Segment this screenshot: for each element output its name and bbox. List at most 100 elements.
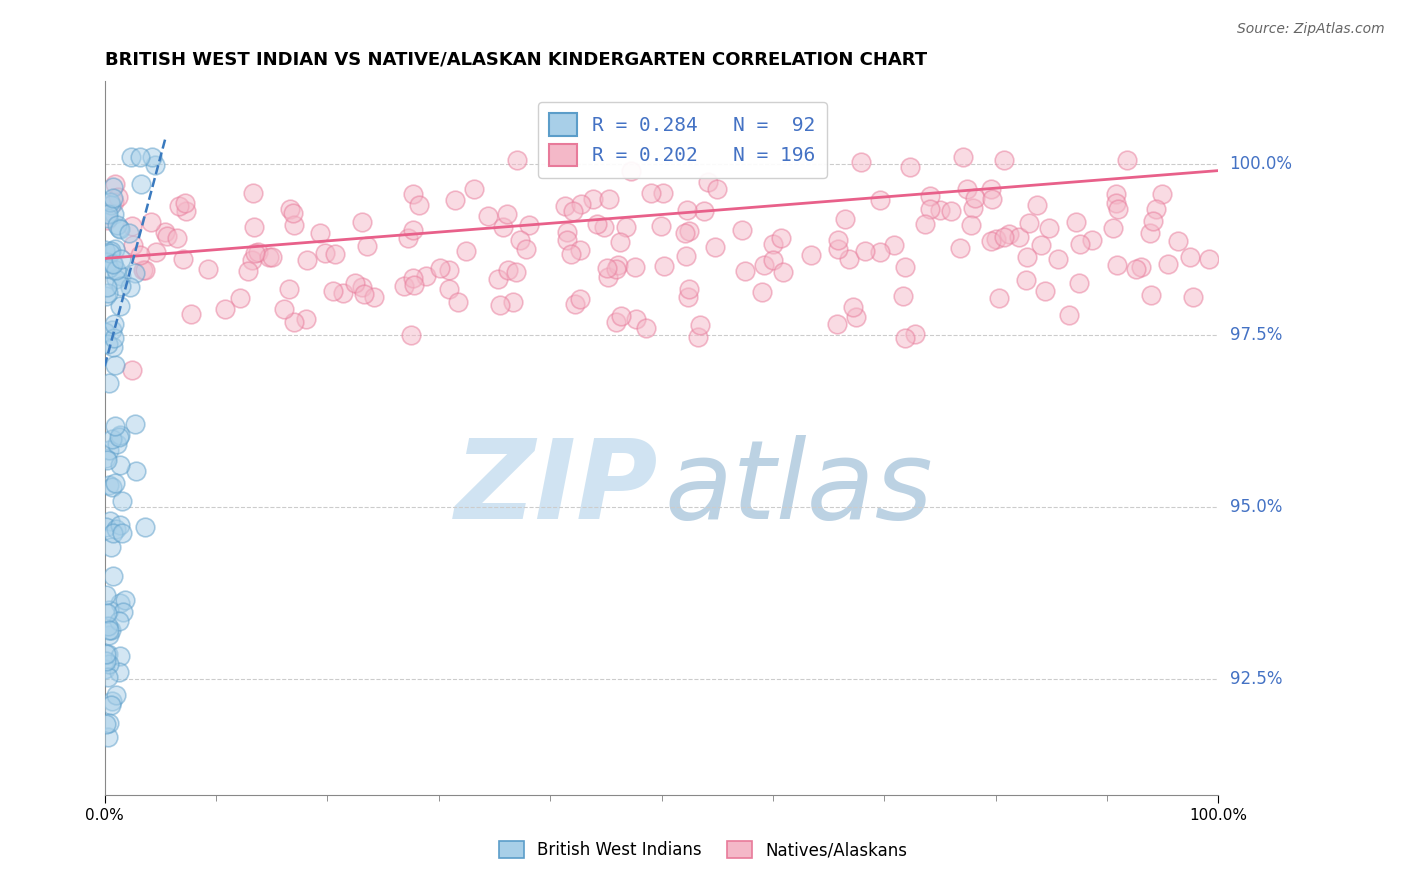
Point [153, 225, 176, 239]
Point [678, 282, 700, 296]
Point [652, 259, 675, 273]
Point [96, 453, 118, 467]
Point [105, 437, 128, 451]
Point [1125, 262, 1147, 277]
Text: 95.0%: 95.0% [1230, 498, 1282, 516]
Point [105, 522, 128, 536]
Point [139, 215, 162, 229]
Point [96, 255, 118, 269]
Point [825, 317, 848, 331]
Point [392, 278, 415, 293]
Point [141, 150, 163, 164]
Point [108, 428, 131, 442]
Point [634, 321, 657, 335]
Point [437, 282, 460, 296]
Point [103, 191, 125, 205]
Point [1031, 237, 1053, 252]
Point [180, 307, 202, 321]
Point [350, 215, 373, 229]
Point [443, 193, 465, 207]
Point [956, 181, 979, 195]
Point [111, 493, 134, 508]
Point [166, 231, 188, 245]
Legend: R = 0.284   N =  92, R = 0.202   N = 196: R = 0.284 N = 92, R = 0.202 N = 196 [537, 102, 827, 178]
Point [1178, 250, 1201, 264]
Point [104, 242, 127, 256]
Point [143, 158, 166, 172]
Point [110, 268, 132, 283]
Point [332, 285, 354, 300]
Point [980, 192, 1002, 206]
Point [246, 245, 269, 260]
Point [108, 222, 131, 236]
Point [97, 478, 120, 492]
Point [564, 296, 586, 310]
Point [97, 337, 120, 351]
Point [100, 432, 122, 446]
Legend: British West Indians, Natives/Alaskans: British West Indians, Natives/Alaskans [492, 834, 914, 866]
Point [100, 244, 122, 258]
Point [112, 605, 135, 619]
Point [281, 206, 304, 220]
Point [259, 250, 281, 264]
Point [894, 260, 917, 274]
Point [605, 261, 627, 276]
Point [363, 290, 385, 304]
Point [673, 226, 696, 240]
Point [568, 293, 591, 307]
Point [582, 192, 605, 206]
Point [706, 182, 728, 196]
Point [229, 291, 252, 305]
Point [929, 202, 952, 217]
Point [94, 325, 117, 339]
Text: Source: ZipAtlas.com: Source: ZipAtlas.com [1237, 22, 1385, 37]
Point [104, 475, 127, 490]
Point [1181, 290, 1204, 304]
Point [110, 279, 132, 293]
Point [308, 226, 330, 240]
Point [834, 211, 856, 226]
Point [1139, 226, 1161, 240]
Point [107, 220, 129, 235]
Point [98, 443, 121, 458]
Point [754, 258, 776, 272]
Point [980, 234, 1002, 248]
Point [620, 164, 643, 178]
Point [676, 290, 699, 304]
Point [94, 243, 117, 257]
Point [97, 207, 120, 221]
Point [869, 193, 891, 207]
Point [959, 218, 981, 232]
Point [1142, 213, 1164, 227]
Point [1047, 252, 1070, 266]
Point [914, 218, 936, 232]
Text: atlas: atlas [665, 434, 934, 541]
Point [704, 240, 727, 254]
Point [96, 450, 118, 465]
Point [898, 161, 921, 175]
Point [97, 623, 120, 637]
Point [118, 279, 141, 293]
Point [297, 252, 319, 267]
Point [101, 255, 124, 269]
Point [696, 175, 718, 189]
Point [98, 515, 121, 529]
Point [101, 180, 124, 194]
Point [686, 330, 709, 344]
Point [894, 331, 917, 345]
Point [94, 588, 117, 602]
Point [110, 252, 132, 266]
Point [134, 520, 156, 534]
Point [408, 198, 430, 212]
Point [596, 260, 619, 275]
Point [506, 153, 529, 168]
Point [502, 294, 524, 309]
Point [120, 150, 142, 164]
Point [640, 186, 662, 200]
Point [101, 480, 124, 494]
Point [650, 219, 672, 233]
Point [731, 223, 754, 237]
Point [108, 649, 131, 664]
Point [100, 623, 122, 637]
Point [918, 188, 941, 202]
